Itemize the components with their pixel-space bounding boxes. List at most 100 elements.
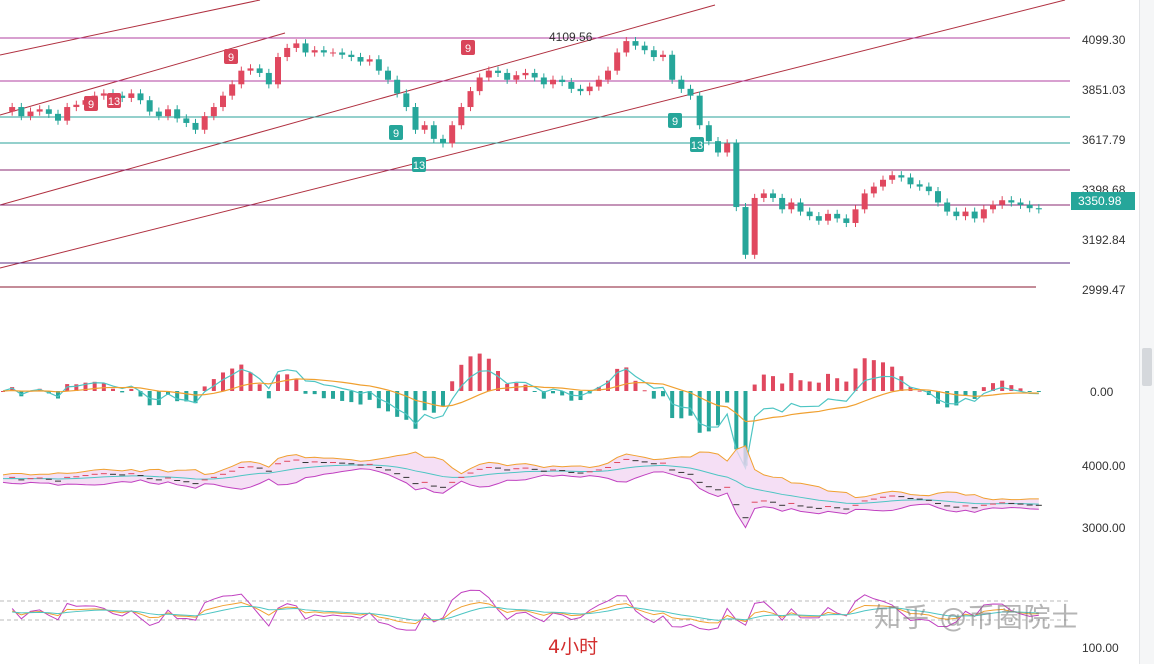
candle-body [550,79,556,85]
td-marker-label: 9 [672,116,678,128]
price-axis-tick: 3617.79 [1082,133,1126,147]
macd-bar [83,382,88,391]
macd-bar [367,391,372,400]
candle-body [403,93,410,108]
candle-body [412,107,419,130]
watermark: 知乎 @币圈院士 [874,603,1080,634]
osc-axis-tick: 100.00 [1082,641,1119,655]
candle-body [357,57,364,62]
macd-bar [239,364,244,391]
candle-body [990,204,996,210]
macd-bar [376,391,381,409]
macd-bar [459,364,464,391]
candle-body [238,70,245,85]
candle-body [421,125,428,130]
candle-body [330,52,336,54]
candle-body [256,68,263,73]
macd-bar [633,380,638,391]
candle-body [669,54,676,80]
candle-body [980,209,987,219]
candle-body [366,59,373,62]
macd-bar [92,381,97,391]
candle-body [815,216,822,221]
macd-bar [981,387,986,391]
candle-body [614,52,621,71]
candle-body [870,186,877,194]
macd-bar [871,360,876,391]
vertical-scrollbar[interactable] [1139,0,1154,664]
macd-axis-tick: 0.00 [1090,385,1114,399]
candle-body [1026,204,1033,209]
price-axis-tick: 4099.30 [1082,33,1126,47]
candle-body [27,111,34,117]
macd-bar [184,391,189,402]
candle-body [385,70,391,80]
candle-body [971,211,978,219]
candle-body [293,43,300,48]
td-marker-box [412,157,426,172]
candle-body [155,111,162,117]
candle-body [797,202,804,212]
macd-bar [431,391,436,413]
macd-bar [624,367,629,391]
candle-body [705,125,712,142]
candle-body [504,72,511,80]
candle-body [577,88,584,92]
candle-body [119,95,126,98]
macd-bar [991,383,995,391]
candle-body [201,116,208,130]
macd-bar [413,391,418,429]
macd-panel [1,353,1041,471]
candle-body [18,107,25,117]
macd-bar [917,390,922,392]
candle-body [229,84,236,96]
macd-bar [10,387,15,391]
oscillator-panel [0,589,1070,631]
macd-bar [1,391,5,392]
candle-body [375,59,382,71]
macd-bar [954,391,959,406]
macd-bar [706,391,711,432]
candle-body [275,57,281,85]
macd-bar [844,381,849,391]
candle-body [320,50,327,53]
macd-bar [285,374,290,391]
macd-bar [532,391,537,392]
macd-bar [1036,391,1041,392]
macd-bar [661,391,665,397]
candle-body [715,141,721,153]
current-price-tag: 3350.98 [1071,192,1135,210]
candle-body [339,52,346,55]
candle-body [430,125,437,139]
scroll-handle[interactable] [1142,348,1152,386]
candle-body [678,79,685,89]
channel-line-3 [0,0,1066,269]
macd-bar [248,372,253,391]
price-axis: 4099.303851.033617.793398.683192.842999.… [1082,33,1126,655]
macd-bar [175,391,180,402]
macd-bar [936,391,940,404]
macd-bar [496,371,500,391]
td-marker-label: 9 [228,52,234,64]
candle-body [605,70,611,80]
macd-bar [294,378,299,391]
td-marker-label: 9 [393,128,399,140]
candle-body [742,207,749,255]
candle-body [843,218,850,223]
osc-j-line [11,589,1039,631]
macd-bar [523,384,528,391]
candle-body [73,104,80,108]
macd-bar [120,391,125,393]
candle-body [192,122,199,130]
candle-body [128,93,135,98]
candle-body [696,95,703,126]
boll-axis-tick: 3000.00 [1082,521,1126,535]
candle-body [1035,208,1042,210]
candle-body [623,41,630,53]
td-marker-label: 13 [108,96,120,108]
macd-bar [551,391,555,394]
candle-body [36,109,43,112]
td-marker-box [107,93,121,108]
price-candles [9,37,1042,259]
